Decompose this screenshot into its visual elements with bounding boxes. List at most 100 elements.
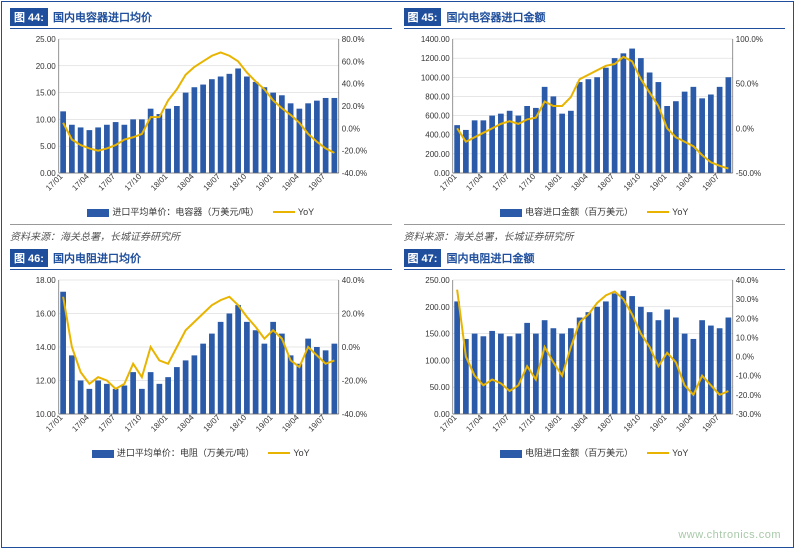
bar [227,314,233,415]
bar [139,389,145,414]
svg-text:19/07: 19/07 [307,413,328,434]
chart-legend: 电容进口金额（百万美元） YoY [404,205,786,218]
chart-svg: 0.00200.00400.00600.00800.001000.001200.… [404,33,786,203]
bar [471,120,477,173]
chart-title: 国内电容器进口金额 [447,12,546,24]
svg-text:0.0%: 0.0% [735,124,753,133]
line-swatch-icon [268,452,290,454]
bar [498,334,504,414]
bar [725,318,731,414]
svg-text:18/04: 18/04 [175,413,196,434]
bar [506,336,512,414]
svg-text:50.0%: 50.0% [735,80,758,89]
svg-text:5.00: 5.00 [40,142,56,151]
svg-text:200.00: 200.00 [425,150,450,159]
bar [174,367,180,414]
bar [323,350,329,414]
svg-text:12.00: 12.00 [36,377,57,386]
svg-text:40.0%: 40.0% [342,80,365,89]
bar [638,307,644,414]
bar [646,312,652,414]
legend-bar: 电容进口金额（百万美元） [500,205,633,218]
bar [480,120,486,173]
bar [690,339,696,414]
chart-tag: 图 47: [404,249,442,267]
svg-text:17/10: 17/10 [516,413,537,434]
legend-line: YoY [647,207,688,217]
bar [620,291,626,414]
bar [122,386,128,414]
bar [262,87,268,173]
chart-body: 0.005.0010.0015.0020.0025.00-40.0%-20.0%… [10,33,392,203]
svg-text:17/10: 17/10 [123,413,144,434]
chart-title: 国内电阻进口金额 [447,253,535,265]
bar [559,114,565,173]
bar [148,372,154,414]
bar [157,114,163,173]
bar [699,98,705,173]
svg-text:50.00: 50.00 [429,383,450,392]
svg-text:18/10: 18/10 [228,413,249,434]
svg-text:20.00: 20.00 [36,62,57,71]
svg-text:18/01: 18/01 [543,413,564,434]
svg-text:80.0%: 80.0% [342,35,365,44]
bar [200,85,206,173]
bar [489,331,495,414]
chart-source: 资料来源：海关总署，长城证券研究所 [404,224,786,243]
svg-text:250.00: 250.00 [425,276,450,285]
bar [262,344,268,414]
chart-panel: 图 44: 国内电容器进口均价 0.005.0010.0015.0020.002… [10,8,392,243]
bar [454,301,460,414]
bar [60,111,66,173]
bar [253,330,259,414]
svg-text:18/01: 18/01 [149,413,170,434]
bar [611,293,617,414]
svg-text:19/07: 19/07 [700,172,721,193]
svg-text:30.0%: 30.0% [735,295,758,304]
bar [489,116,495,173]
yoy-line [457,290,728,395]
chart-title: 国内电阻进口均价 [53,253,141,265]
bar [87,130,93,173]
svg-text:1000.00: 1000.00 [420,73,449,82]
svg-text:20.0%: 20.0% [342,310,365,319]
svg-text:16.00: 16.00 [36,310,57,319]
bar [209,79,215,173]
svg-text:-20.0%: -20.0% [735,391,760,400]
svg-text:17/10: 17/10 [516,172,537,193]
svg-text:-40.0%: -40.0% [342,169,367,178]
bar [297,364,303,414]
bar [515,334,521,414]
bar [174,106,180,173]
chart-title: 国内电容器进口均价 [53,12,152,24]
svg-text:100.0%: 100.0% [735,35,762,44]
line-swatch-icon [647,452,669,454]
bar [725,77,731,173]
bar-swatch-icon [87,209,109,217]
svg-text:19/01: 19/01 [254,172,275,193]
svg-text:-30.0%: -30.0% [735,410,760,419]
svg-text:19/04: 19/04 [674,172,695,193]
svg-text:17/07: 17/07 [97,413,118,434]
svg-text:20.0%: 20.0% [342,102,365,111]
svg-text:600.00: 600.00 [425,112,450,121]
bar [200,344,206,414]
bar [314,101,320,173]
svg-text:19/01: 19/01 [648,172,669,193]
chart-tag: 图 45: [404,8,442,26]
svg-text:-40.0%: -40.0% [342,410,367,419]
bar [95,381,101,415]
svg-text:800.00: 800.00 [425,92,450,101]
svg-text:400.00: 400.00 [425,131,450,140]
bar [244,77,250,173]
bar [192,87,198,173]
bar [332,344,338,414]
chart-panel: 图 46: 国内电阻进口均价 10.0012.0014.0016.0018.00… [10,249,392,459]
chart-svg: 10.0012.0014.0016.0018.00-40.0%-20.0%0.0… [10,274,392,444]
bar [716,87,722,173]
bar [585,79,591,173]
chart-grid: 图 44: 国内电容器进口均价 0.005.0010.0015.0020.002… [2,2,793,465]
bar [646,73,652,174]
bar [113,389,119,414]
svg-text:18/07: 18/07 [595,413,616,434]
